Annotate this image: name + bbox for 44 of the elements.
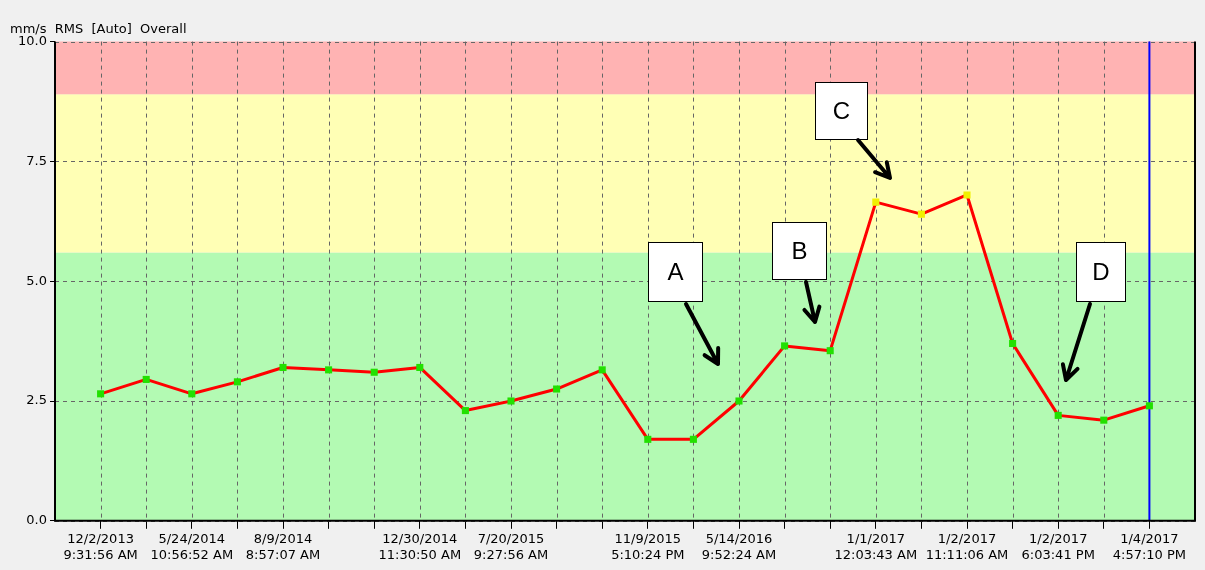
x-tick-label: 5/24/2014 10:56:52 AM bbox=[150, 530, 234, 562]
x-tick-label: 1/2/2017 6:03:41 PM bbox=[1021, 530, 1095, 562]
annotation: A bbox=[648, 242, 703, 302]
x-tick-label: 1/2/2017 11:11:06 AM bbox=[925, 530, 1009, 562]
point bbox=[97, 390, 105, 398]
y-tick-label: 2.5 bbox=[26, 392, 47, 408]
x-tick-label: 7/20/2015 9:27:56 AM bbox=[473, 530, 549, 562]
x-tick-label: 11/9/2015 5:10:24 PM bbox=[611, 530, 685, 562]
point bbox=[507, 397, 515, 405]
point bbox=[1100, 416, 1108, 424]
point bbox=[1145, 402, 1153, 410]
point bbox=[735, 397, 743, 405]
point bbox=[233, 378, 241, 386]
point bbox=[872, 198, 880, 206]
x-tick-label: 12/30/2014 11:30:50 AM bbox=[378, 530, 462, 562]
point bbox=[188, 390, 196, 398]
point bbox=[826, 347, 834, 355]
annotation: B bbox=[772, 222, 827, 280]
y-tick-label: 0.0 bbox=[26, 512, 47, 528]
y-tick-label: 5.0 bbox=[26, 272, 47, 288]
point bbox=[370, 368, 378, 376]
point bbox=[553, 385, 561, 393]
point bbox=[142, 375, 150, 383]
point bbox=[1054, 411, 1062, 419]
y-tick-label: 7.5 bbox=[26, 152, 47, 168]
point bbox=[416, 363, 424, 371]
annotation: D bbox=[1076, 242, 1126, 302]
point bbox=[1009, 339, 1017, 348]
x-tick-label: 12/2/2013 9:31:56 AM bbox=[63, 530, 138, 562]
x-tick-label: 1/1/2017 12:03:43 AM bbox=[834, 530, 918, 562]
point bbox=[917, 210, 925, 218]
point bbox=[461, 407, 469, 415]
point bbox=[598, 366, 606, 374]
chart-title: mm/s RMS [Auto] Overall bbox=[10, 21, 187, 37]
point bbox=[963, 191, 971, 199]
point bbox=[279, 363, 287, 371]
x-tick-label: 1/4/2017 4:57:10 PM bbox=[1112, 530, 1187, 562]
point bbox=[325, 366, 333, 374]
point bbox=[689, 435, 697, 443]
x-tick-label: 5/14/2016 9:52:24 AM bbox=[701, 530, 777, 562]
x-tick-label: 8/9/2014 8:57:07 AM bbox=[245, 530, 321, 562]
annotation: C bbox=[815, 82, 868, 140]
point bbox=[644, 435, 652, 443]
point bbox=[781, 342, 789, 350]
